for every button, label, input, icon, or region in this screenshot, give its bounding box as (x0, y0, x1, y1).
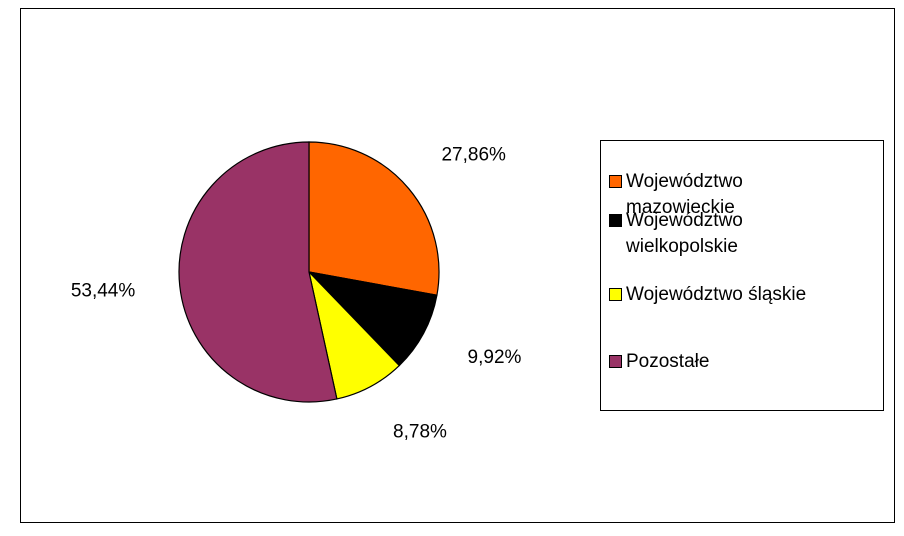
data-label: 9,92% (468, 347, 522, 368)
legend-swatch (609, 355, 622, 368)
legend-box (600, 140, 884, 411)
legend-swatch (609, 214, 622, 227)
legend-label: Województwo mazowieckie (626, 171, 743, 218)
pie-slice (308, 141, 440, 296)
legend-label: Województwo śląskie (626, 284, 806, 305)
legend-label: Województwo wielkopolskie (625, 210, 743, 257)
data-label: 53,44% (71, 281, 136, 302)
data-label: 8,78% (393, 421, 447, 442)
legend-swatch (609, 175, 622, 188)
data-label: 27,86% (441, 144, 506, 165)
legend-swatch (609, 288, 622, 301)
pie-slice (307, 271, 438, 367)
legend-label: Pozostałe (626, 351, 709, 372)
pie-slice (178, 141, 338, 403)
